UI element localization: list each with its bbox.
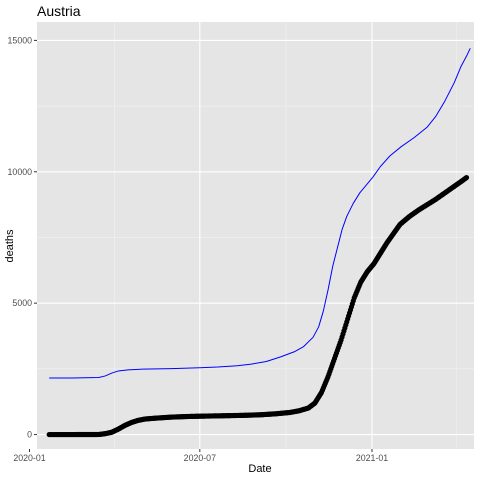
y-axis-title: deaths [4, 229, 16, 263]
y-tick-label: 5000 [12, 298, 32, 308]
data-series [46, 48, 471, 438]
fitted-line [49, 48, 471, 379]
axis-ticks: 2020-01 2020-07 2021-01 0 5000 10000 15000 [8, 35, 389, 463]
y-tick-label: 10000 [8, 167, 33, 177]
minor-gridlines [37, 22, 474, 449]
plot-panel [37, 22, 474, 449]
y-tick-label: 0 [27, 430, 32, 440]
data-point [463, 174, 470, 181]
x-tick-label: 2020-01 [13, 453, 45, 463]
major-gridlines [28, 22, 474, 449]
chart-title: Austria [37, 3, 81, 19]
x-axis-title: Date [248, 463, 271, 475]
x-tick-label: 2020-07 [184, 453, 216, 463]
x-tick-label: 2021-01 [356, 453, 388, 463]
y-tick-label: 15000 [8, 35, 33, 45]
